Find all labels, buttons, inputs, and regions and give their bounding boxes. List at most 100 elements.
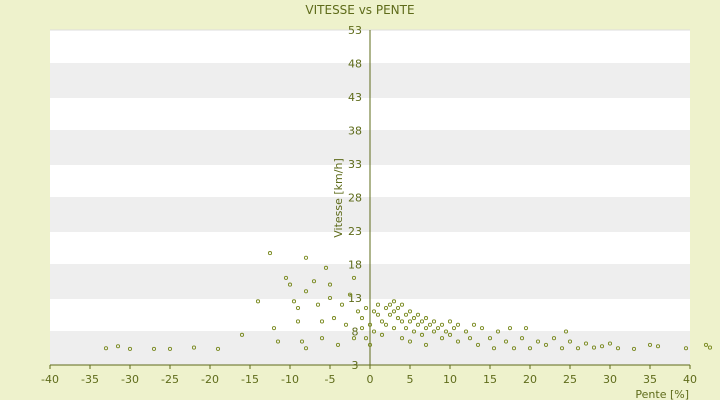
data-point	[403, 312, 409, 317]
data-point	[423, 326, 429, 331]
x-tick-label: -10	[281, 373, 299, 386]
data-point	[455, 339, 461, 344]
y-axis-title: Vitesse [km/h]	[332, 158, 345, 238]
data-point	[423, 316, 429, 321]
data-point	[319, 319, 325, 324]
data-point	[271, 326, 277, 331]
x-tick-label: -40	[41, 373, 59, 386]
data-point	[347, 292, 353, 297]
data-point	[407, 319, 413, 324]
data-point	[463, 329, 469, 334]
x-axis-title: Pente [%]	[635, 388, 689, 400]
data-point	[511, 346, 517, 351]
data-point	[395, 316, 401, 321]
x-tick-label: 5	[407, 373, 414, 386]
data-point	[287, 282, 293, 287]
y-tick-label: 3	[352, 359, 359, 372]
data-point	[527, 346, 533, 351]
data-point	[383, 322, 389, 327]
data-point	[311, 279, 317, 284]
x-tick-label: -35	[81, 373, 99, 386]
data-point	[419, 332, 425, 337]
y-tick-label: 28	[348, 192, 362, 205]
data-point	[407, 309, 413, 314]
x-tick-label: 40	[683, 373, 697, 386]
x-tick-label: 20	[523, 373, 537, 386]
data-point	[583, 341, 589, 346]
y-tick-label: 53	[348, 24, 362, 37]
data-point	[387, 302, 393, 307]
data-point	[415, 312, 421, 317]
data-point	[407, 339, 413, 344]
data-point	[575, 346, 581, 351]
data-point	[395, 305, 401, 311]
data-point	[447, 332, 453, 337]
data-point	[647, 342, 653, 347]
data-point	[495, 329, 501, 334]
data-point	[419, 319, 425, 324]
data-point	[303, 255, 309, 260]
y-tick-label: 13	[348, 292, 362, 305]
x-tick-label: -20	[201, 373, 219, 386]
data-point	[371, 329, 377, 334]
data-point	[607, 341, 613, 346]
x-tick-label: 25	[563, 373, 577, 386]
data-point	[615, 346, 621, 351]
data-point	[351, 275, 357, 280]
chart-title: VITESSE vs PENTE	[305, 3, 414, 17]
data-point	[655, 344, 661, 349]
data-point	[343, 322, 349, 327]
data-point	[315, 302, 321, 307]
x-tick-label: -15	[241, 373, 259, 386]
data-point	[363, 305, 369, 311]
x-tick-label: 15	[483, 373, 497, 386]
data-point	[319, 336, 325, 341]
data-point	[423, 342, 429, 347]
y-tick-label: 33	[348, 158, 362, 171]
data-point	[475, 342, 481, 347]
data-point	[387, 312, 393, 317]
data-point	[431, 319, 437, 324]
data-point	[371, 309, 377, 314]
data-point	[375, 302, 381, 307]
data-point	[275, 339, 281, 344]
data-point	[491, 346, 497, 351]
data-point	[443, 329, 449, 334]
data-point	[391, 326, 397, 331]
data-point	[367, 342, 373, 347]
data-point	[431, 329, 437, 334]
data-point	[295, 319, 301, 324]
data-point	[379, 332, 385, 337]
data-point	[215, 346, 221, 351]
data-point	[439, 336, 445, 341]
data-point	[291, 299, 297, 304]
data-point	[399, 336, 405, 341]
data-point	[599, 344, 605, 349]
data-points	[103, 251, 713, 351]
data-point	[447, 319, 453, 324]
data-point	[363, 336, 369, 341]
x-tick-label: -25	[161, 373, 179, 386]
data-point	[255, 299, 261, 304]
x-tick-label: 10	[443, 373, 457, 386]
data-point	[331, 316, 337, 321]
x-tick-labels: -40 -35 -30 -25 -20 -15 -10 -5 0 5 10 15 20 25 30 35 40	[41, 365, 697, 386]
y-tick-label: 18	[348, 259, 362, 272]
data-point	[503, 339, 509, 344]
data-point	[151, 346, 157, 351]
y-tick-label: 23	[348, 225, 362, 238]
data-point	[551, 336, 557, 341]
data-point	[267, 251, 273, 256]
x-tick-label: -5	[325, 373, 336, 386]
data-point	[415, 322, 421, 327]
y-tick-label: 48	[348, 58, 362, 71]
data-point	[487, 336, 493, 341]
data-point	[535, 339, 541, 344]
data-point	[507, 326, 513, 331]
data-point	[327, 295, 333, 301]
data-point	[295, 305, 301, 311]
data-point	[467, 336, 473, 341]
data-point	[455, 322, 461, 327]
data-point	[399, 319, 405, 324]
data-point	[591, 345, 597, 350]
